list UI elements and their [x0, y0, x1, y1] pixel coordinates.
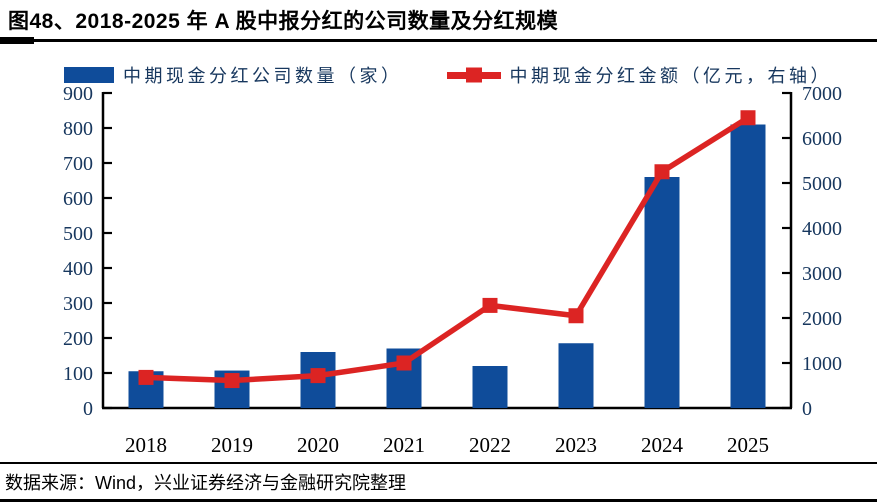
legend-item-amount: 中期现金分红金额（亿元，右轴） — [446, 62, 833, 88]
x-axis-label-2018: 2018 — [125, 433, 167, 457]
bar-2023 — [558, 343, 594, 408]
line-marker-2018 — [138, 369, 154, 385]
right-axis-tick-label: 7000 — [802, 83, 842, 105]
left-axis-tick-label: 300 — [63, 293, 93, 315]
amount-line — [143, 115, 751, 384]
line-marker-2022 — [482, 297, 498, 313]
left-axis-tick-label: 700 — [63, 153, 93, 175]
left-axis-tick-label: 500 — [63, 223, 93, 245]
x-axis-label-2024: 2024 — [641, 433, 684, 457]
data-source: 数据来源：Wind，兴业证券经济与金融研究院整理 — [5, 473, 407, 493]
left-axis-tick-label: 400 — [63, 258, 93, 280]
right-axis-tick-label: 3000 — [802, 263, 842, 285]
left-axis-tick-label: 100 — [63, 363, 93, 385]
x-axis-label-2019: 2019 — [211, 433, 253, 457]
bar-2025 — [730, 124, 766, 408]
left-axis-tick-label: 0 — [83, 398, 93, 420]
bar-2024 — [644, 177, 680, 408]
x-axis-label-2025: 2025 — [727, 433, 769, 457]
title-divider-accent — [0, 37, 34, 44]
line-marker-2020 — [310, 368, 326, 384]
footer-divider — [0, 462, 877, 464]
line-marker-icon — [446, 67, 501, 83]
square-marker-icon — [465, 67, 482, 83]
left-axis-tick-label: 200 — [63, 328, 93, 350]
right-axis-tick-label: 0 — [802, 398, 812, 420]
left-axis-tick-label: 900 — [63, 83, 93, 105]
right-axis-tick-label: 1000 — [802, 353, 842, 375]
x-axis-label-2022: 2022 — [469, 433, 511, 457]
bar-2022 — [472, 366, 508, 408]
legend-label-companies: 中期现金分红公司数量（家） — [123, 66, 403, 86]
x-axis-label-2020: 2020 — [297, 433, 339, 457]
chart-legend: 中期现金分红公司数量（家） 中期现金分红金额（亿元，右轴） — [64, 62, 832, 88]
right-axis-tick-label: 2000 — [802, 308, 842, 330]
legend-item-companies: 中期现金分红公司数量（家） — [64, 62, 403, 88]
left-axis-tick-label: 800 — [63, 118, 93, 140]
line-marker-2025 — [740, 110, 756, 126]
right-axis-tick-label: 4000 — [802, 218, 842, 240]
right-axis-tick-label: 5000 — [802, 173, 842, 195]
line-marker-2024 — [654, 164, 670, 180]
line-marker-2019 — [224, 373, 240, 389]
x-axis-label-2023: 2023 — [555, 433, 597, 457]
x-axis-label-2021: 2021 — [383, 433, 425, 457]
bar-swatch-icon — [64, 67, 114, 83]
bottom-border — [0, 499, 877, 502]
line-marker-2023 — [568, 308, 584, 324]
figure-title: 图48、2018-2025 年 A 股中报分红的公司数量及分红规模 — [8, 10, 559, 33]
right-axis-tick-label: 6000 — [802, 128, 842, 150]
legend-label-amount: 中期现金分红金额（亿元，右轴） — [509, 66, 832, 86]
line-marker-2021 — [396, 355, 412, 371]
left-axis-tick-label: 600 — [63, 188, 93, 210]
title-divider — [0, 37, 877, 44]
